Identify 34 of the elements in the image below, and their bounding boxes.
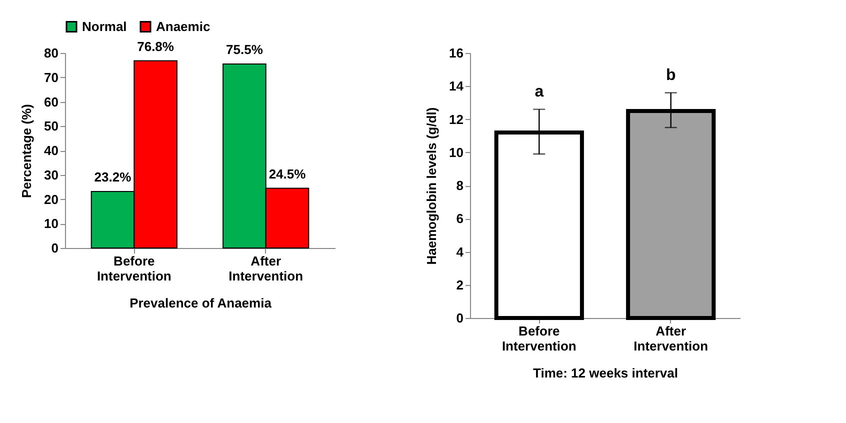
y-tick-label: 8 — [456, 178, 464, 193]
y-tick-label: 50 — [44, 118, 58, 134]
y-tick-label: 16 — [449, 46, 464, 60]
data-label: 75.5% — [226, 42, 264, 57]
y-tick-label: 70 — [44, 70, 58, 85]
legend-label: Anaemic — [156, 18, 210, 34]
x-axis-title: Time: 12 weeks interval — [532, 366, 678, 380]
y-tick-label: 6 — [456, 211, 464, 226]
x-axis-title: Prevalence of Anaemia — [130, 296, 272, 310]
y-tick-label: 4 — [456, 244, 464, 260]
data-label: 76.8% — [137, 38, 174, 54]
x-tick-label: Before Intervention — [96, 254, 172, 284]
y-tick-label: 12 — [449, 112, 464, 127]
y-tick-label: 60 — [44, 94, 58, 110]
y-tick-label: 0 — [456, 310, 464, 326]
y-tick-label: 40 — [44, 143, 58, 158]
y-tick-label: 80 — [44, 46, 58, 60]
y-axis-title: Haemoglobin levels (g/dl) — [424, 107, 440, 265]
x-tick-label: After Intervention — [634, 324, 708, 354]
x-tick-label: Before Intervention — [502, 324, 576, 354]
y-axis-title: Percentage (%) — [19, 104, 34, 198]
legend-label: Normal — [82, 18, 127, 34]
annotation: b — [666, 66, 676, 84]
data-label: 24.5% — [268, 166, 306, 182]
y-tick-label: 0 — [51, 240, 58, 256]
y-tick-label: 20 — [44, 192, 58, 207]
y-tick-label: 30 — [44, 167, 58, 182]
data-label: 23.2% — [94, 169, 132, 184]
y-tick-label: 14 — [449, 78, 464, 94]
y-tick-label: 2 — [456, 277, 464, 292]
x-tick-label: After Intervention — [228, 254, 304, 284]
y-tick-label: 10 — [449, 144, 464, 160]
y-tick-label: 10 — [44, 216, 58, 232]
annotation: a — [534, 83, 544, 100]
